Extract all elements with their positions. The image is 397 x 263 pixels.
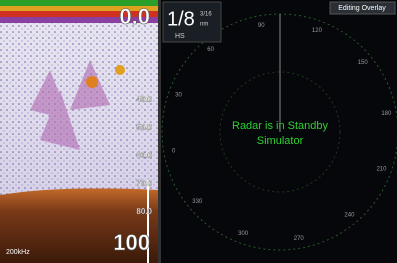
radar-source: Simulator: [257, 135, 304, 147]
bearing-label: 240: [344, 212, 355, 218]
range-unit: nm: [200, 22, 208, 28]
frequency-label: 200kHz: [6, 249, 30, 256]
bearing-label: 60: [207, 47, 214, 53]
depth-readout: 0.0: [119, 4, 150, 29]
depth-scale-label: 70.0: [136, 179, 152, 188]
divider: [158, 0, 161, 263]
depth-scale-label: 40.0: [136, 95, 152, 104]
sonar-panel: 0.0 40.0 50.0 60.0 70.0 80.0 100 200kHz: [0, 0, 158, 263]
mode-label: HS: [175, 33, 185, 40]
screen: 0.0 40.0 50.0 60.0 70.0 80.0 100 200kHz 1/8 …: [0, 0, 397, 263]
bearing-label: 210: [376, 167, 387, 173]
bearing-label: 90: [258, 23, 265, 29]
range-label: 100: [113, 230, 150, 255]
depth-scale-label: 50.0: [136, 123, 152, 132]
range-value: 1/8: [167, 8, 195, 30]
bearing-label: 150: [358, 60, 369, 66]
bearing-label: 300: [238, 231, 249, 237]
bearing-label: 120: [312, 28, 323, 34]
bearing-label: 270: [294, 236, 305, 242]
range-sub: 3/16: [200, 12, 212, 18]
depth-scale-label: 80.0: [136, 207, 152, 216]
bearing-label: 180: [381, 111, 392, 117]
depth-scale-label: 60.0: [136, 151, 152, 160]
radar-panel: 1/8 3/16 nm HS Editing Overlay Radar is …: [161, 0, 397, 263]
bearing-label: 30: [175, 93, 182, 99]
radar-status: Radar is in Standby: [232, 120, 328, 132]
overlay-button-label[interactable]: Editing Overlay: [338, 5, 386, 12]
bearing-label: 330: [192, 199, 203, 205]
